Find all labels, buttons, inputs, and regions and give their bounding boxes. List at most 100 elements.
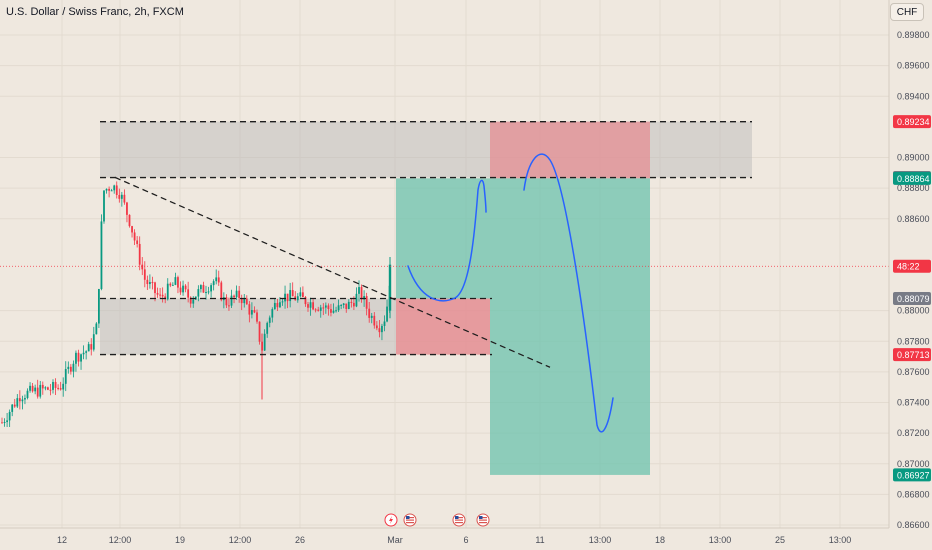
candle-body	[100, 221, 103, 290]
candle	[108, 186, 110, 198]
short-target-box	[490, 178, 650, 475]
price-tick-label: 0.87400	[897, 398, 930, 408]
candle	[337, 299, 340, 312]
candle-body	[296, 296, 299, 301]
candle	[220, 280, 223, 302]
time-tick-label: 26	[295, 535, 305, 545]
price-label-badge	[893, 115, 931, 129]
candle	[49, 383, 52, 396]
candle	[302, 286, 304, 298]
candle-body	[309, 302, 312, 308]
candle	[256, 309, 258, 324]
candle	[11, 403, 14, 417]
candle	[225, 294, 228, 309]
candle-body	[39, 384, 42, 397]
candle	[52, 379, 54, 394]
candle-body	[279, 302, 281, 308]
trendline	[114, 176, 551, 368]
price-label-badge	[893, 348, 931, 362]
candle	[143, 261, 146, 288]
candle-body	[370, 315, 373, 318]
time-tick-label: 13:00	[709, 535, 732, 545]
candle	[120, 191, 123, 207]
us-flag-icon[interactable]	[452, 513, 466, 527]
candle	[332, 303, 335, 314]
candle-body	[225, 297, 228, 306]
candle	[327, 303, 330, 316]
candle-body	[110, 190, 113, 192]
candle-body	[118, 194, 121, 199]
candle-body	[304, 297, 307, 305]
candle-body	[13, 404, 16, 407]
price-label-text: 0.89234	[897, 117, 930, 127]
candle	[126, 201, 128, 223]
candle	[373, 312, 376, 329]
candle-body	[373, 315, 376, 326]
candle-body	[205, 292, 207, 294]
candle	[330, 303, 332, 317]
candle	[92, 326, 95, 352]
candle-body	[77, 352, 80, 362]
candle	[187, 281, 190, 303]
candle-body	[3, 422, 6, 424]
candle-body	[317, 309, 320, 311]
candle	[228, 297, 230, 311]
candle-body	[57, 387, 59, 389]
flag-stripe	[406, 522, 414, 524]
candle-body	[230, 295, 233, 306]
candle	[358, 280, 360, 302]
time-tick-label: Mar	[387, 535, 403, 545]
candle-body	[92, 334, 95, 350]
time-tick-label: 12	[57, 535, 67, 545]
candle	[6, 413, 8, 427]
candle	[271, 307, 274, 323]
candle	[128, 214, 131, 228]
candle	[243, 294, 246, 308]
candle	[365, 292, 368, 316]
candle-body	[335, 310, 337, 312]
currency-button[interactable]: CHF	[890, 3, 924, 21]
candle-body	[62, 383, 65, 390]
candle	[202, 281, 205, 293]
candle-body	[133, 232, 136, 241]
candle	[44, 386, 47, 391]
candle-body	[266, 322, 269, 334]
candle	[13, 398, 16, 408]
candle-body	[82, 352, 85, 355]
candle-body	[215, 277, 218, 282]
candle	[110, 188, 113, 192]
candle-body	[291, 290, 294, 297]
candle-body	[197, 289, 200, 297]
candle	[67, 361, 70, 374]
candle	[268, 315, 271, 328]
candle-body	[182, 285, 184, 293]
candle	[34, 384, 37, 395]
candle-body	[238, 290, 241, 299]
candle	[1, 417, 3, 424]
candle	[217, 270, 220, 286]
resistance-zone	[100, 121, 752, 178]
candle	[41, 381, 44, 395]
price-label-text: 48:22	[897, 262, 920, 272]
candle	[136, 236, 139, 248]
us-flag-icon[interactable]	[476, 513, 490, 527]
time-tick-label: 11	[535, 535, 544, 545]
candle	[309, 297, 312, 316]
candle	[360, 284, 363, 303]
candle-body	[378, 328, 381, 333]
candle-body	[347, 301, 350, 310]
candle-body	[235, 290, 238, 298]
us-flag-icon[interactable]	[403, 513, 417, 527]
candle-body	[363, 296, 365, 300]
candle-body	[360, 287, 363, 300]
candle	[72, 360, 75, 378]
candle	[31, 383, 34, 393]
candle	[276, 298, 279, 312]
candle-body	[258, 321, 261, 342]
candle-body	[289, 290, 292, 302]
candle	[289, 282, 292, 308]
lightning-icon[interactable]	[384, 513, 398, 527]
candle	[141, 257, 144, 276]
candle-body	[47, 387, 49, 390]
